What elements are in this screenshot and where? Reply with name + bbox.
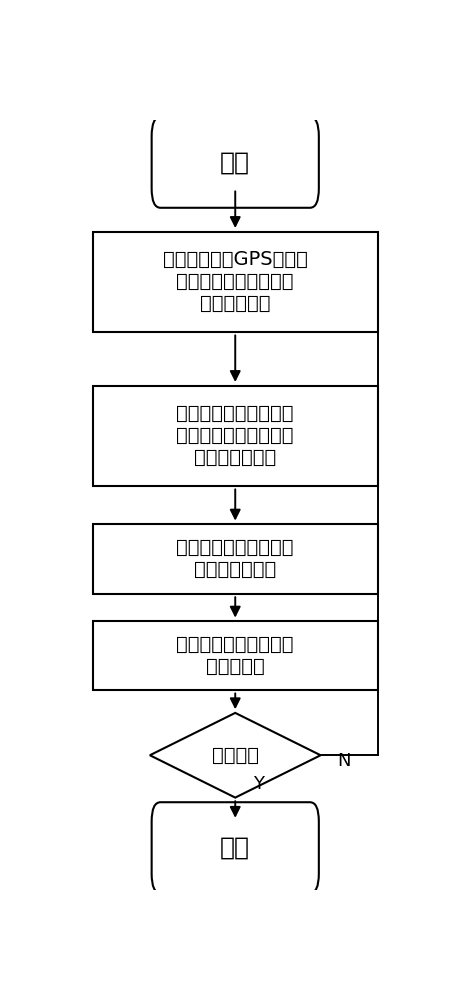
Text: Y: Y [253,775,264,793]
Text: 控制计算机根据控制规
则得到期望航速: 控制计算机根据控制规 则得到期望航速 [177,538,294,579]
Text: 使用水声通信机测距功
能测距及领航者广播自
身航速航向信息: 使用水声通信机测距功 能测距及领航者广播自 身航速航向信息 [177,404,294,467]
Text: 结束编队: 结束编队 [212,746,259,765]
Text: 结束: 结束 [220,836,250,860]
FancyBboxPatch shape [151,802,319,893]
Bar [93,524,378,594]
Bar [93,620,378,690]
Bar [93,386,378,486]
Text: 开始: 开始 [220,150,250,174]
Bar [93,232,378,332]
Text: 初始时刻使用GPS获得位
置信息并用无线电相互
通知位置信息: 初始时刻使用GPS获得位 置信息并用无线电相互 通知位置信息 [163,250,308,313]
Text: 通过推算更新距离信息
和方向信息: 通过推算更新距离信息 和方向信息 [177,635,294,676]
FancyBboxPatch shape [151,117,319,208]
Polygon shape [150,713,321,798]
Text: N: N [337,752,351,770]
